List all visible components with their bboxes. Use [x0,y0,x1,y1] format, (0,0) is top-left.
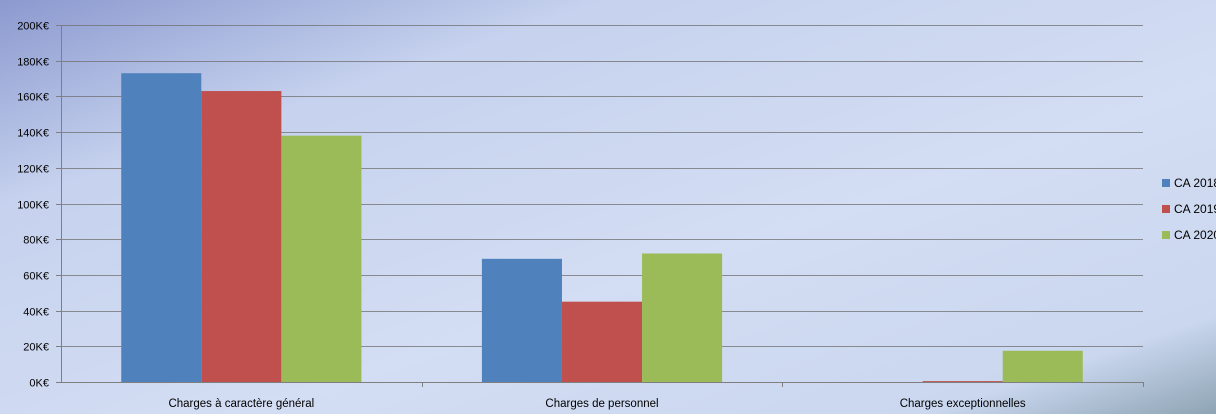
legend-label: CA 2019 [1174,202,1216,216]
x-category-label: Charges à caractère général [168,398,314,410]
y-tick-label: 140K€ [17,128,49,140]
legend-label: CA 2018 [1174,176,1216,190]
y-tick-label: 60K€ [23,271,49,283]
legend-swatch [1162,179,1170,187]
y-tick-label: 100K€ [17,200,49,212]
bar-ca-2020 [281,135,362,382]
y-tick-label: 200K€ [17,21,49,33]
bar-ca-2019 [201,91,282,383]
y-tick-label: 20K€ [23,342,49,354]
bar-ca-2018 [121,73,202,382]
bar-ca-2018 [481,258,562,382]
y-tick-label: 40K€ [23,307,49,319]
axes: 0K€ 20K€ 40K€ 60K€ 80K€ 100K€ 120K€ 140K€ 160K€ 1… [17,21,1144,410]
y-tick-label: 0K€ [29,378,49,390]
x-category-label: Charges de personnel [545,398,658,410]
y-tick-label: 80K€ [23,235,49,247]
bar-ca-2020 [642,253,723,382]
bars [121,73,1083,383]
legend-swatch [1162,231,1170,239]
bar-ca-2019 [922,381,1003,382]
y-tick-label: 180K€ [17,57,49,69]
bar-ca-2019 [561,301,643,382]
y-tick-label: 120K€ [17,164,49,176]
legend-label: CA 2020 [1174,228,1216,242]
legend-swatch [1162,205,1170,213]
bar-ca-2020 [1002,350,1083,382]
x-category-label: Charges exceptionnelles [900,398,1026,410]
legend: CA 2018 CA 2019 CA 2020 [1162,176,1216,242]
y-tick-label: 160K€ [17,92,49,104]
